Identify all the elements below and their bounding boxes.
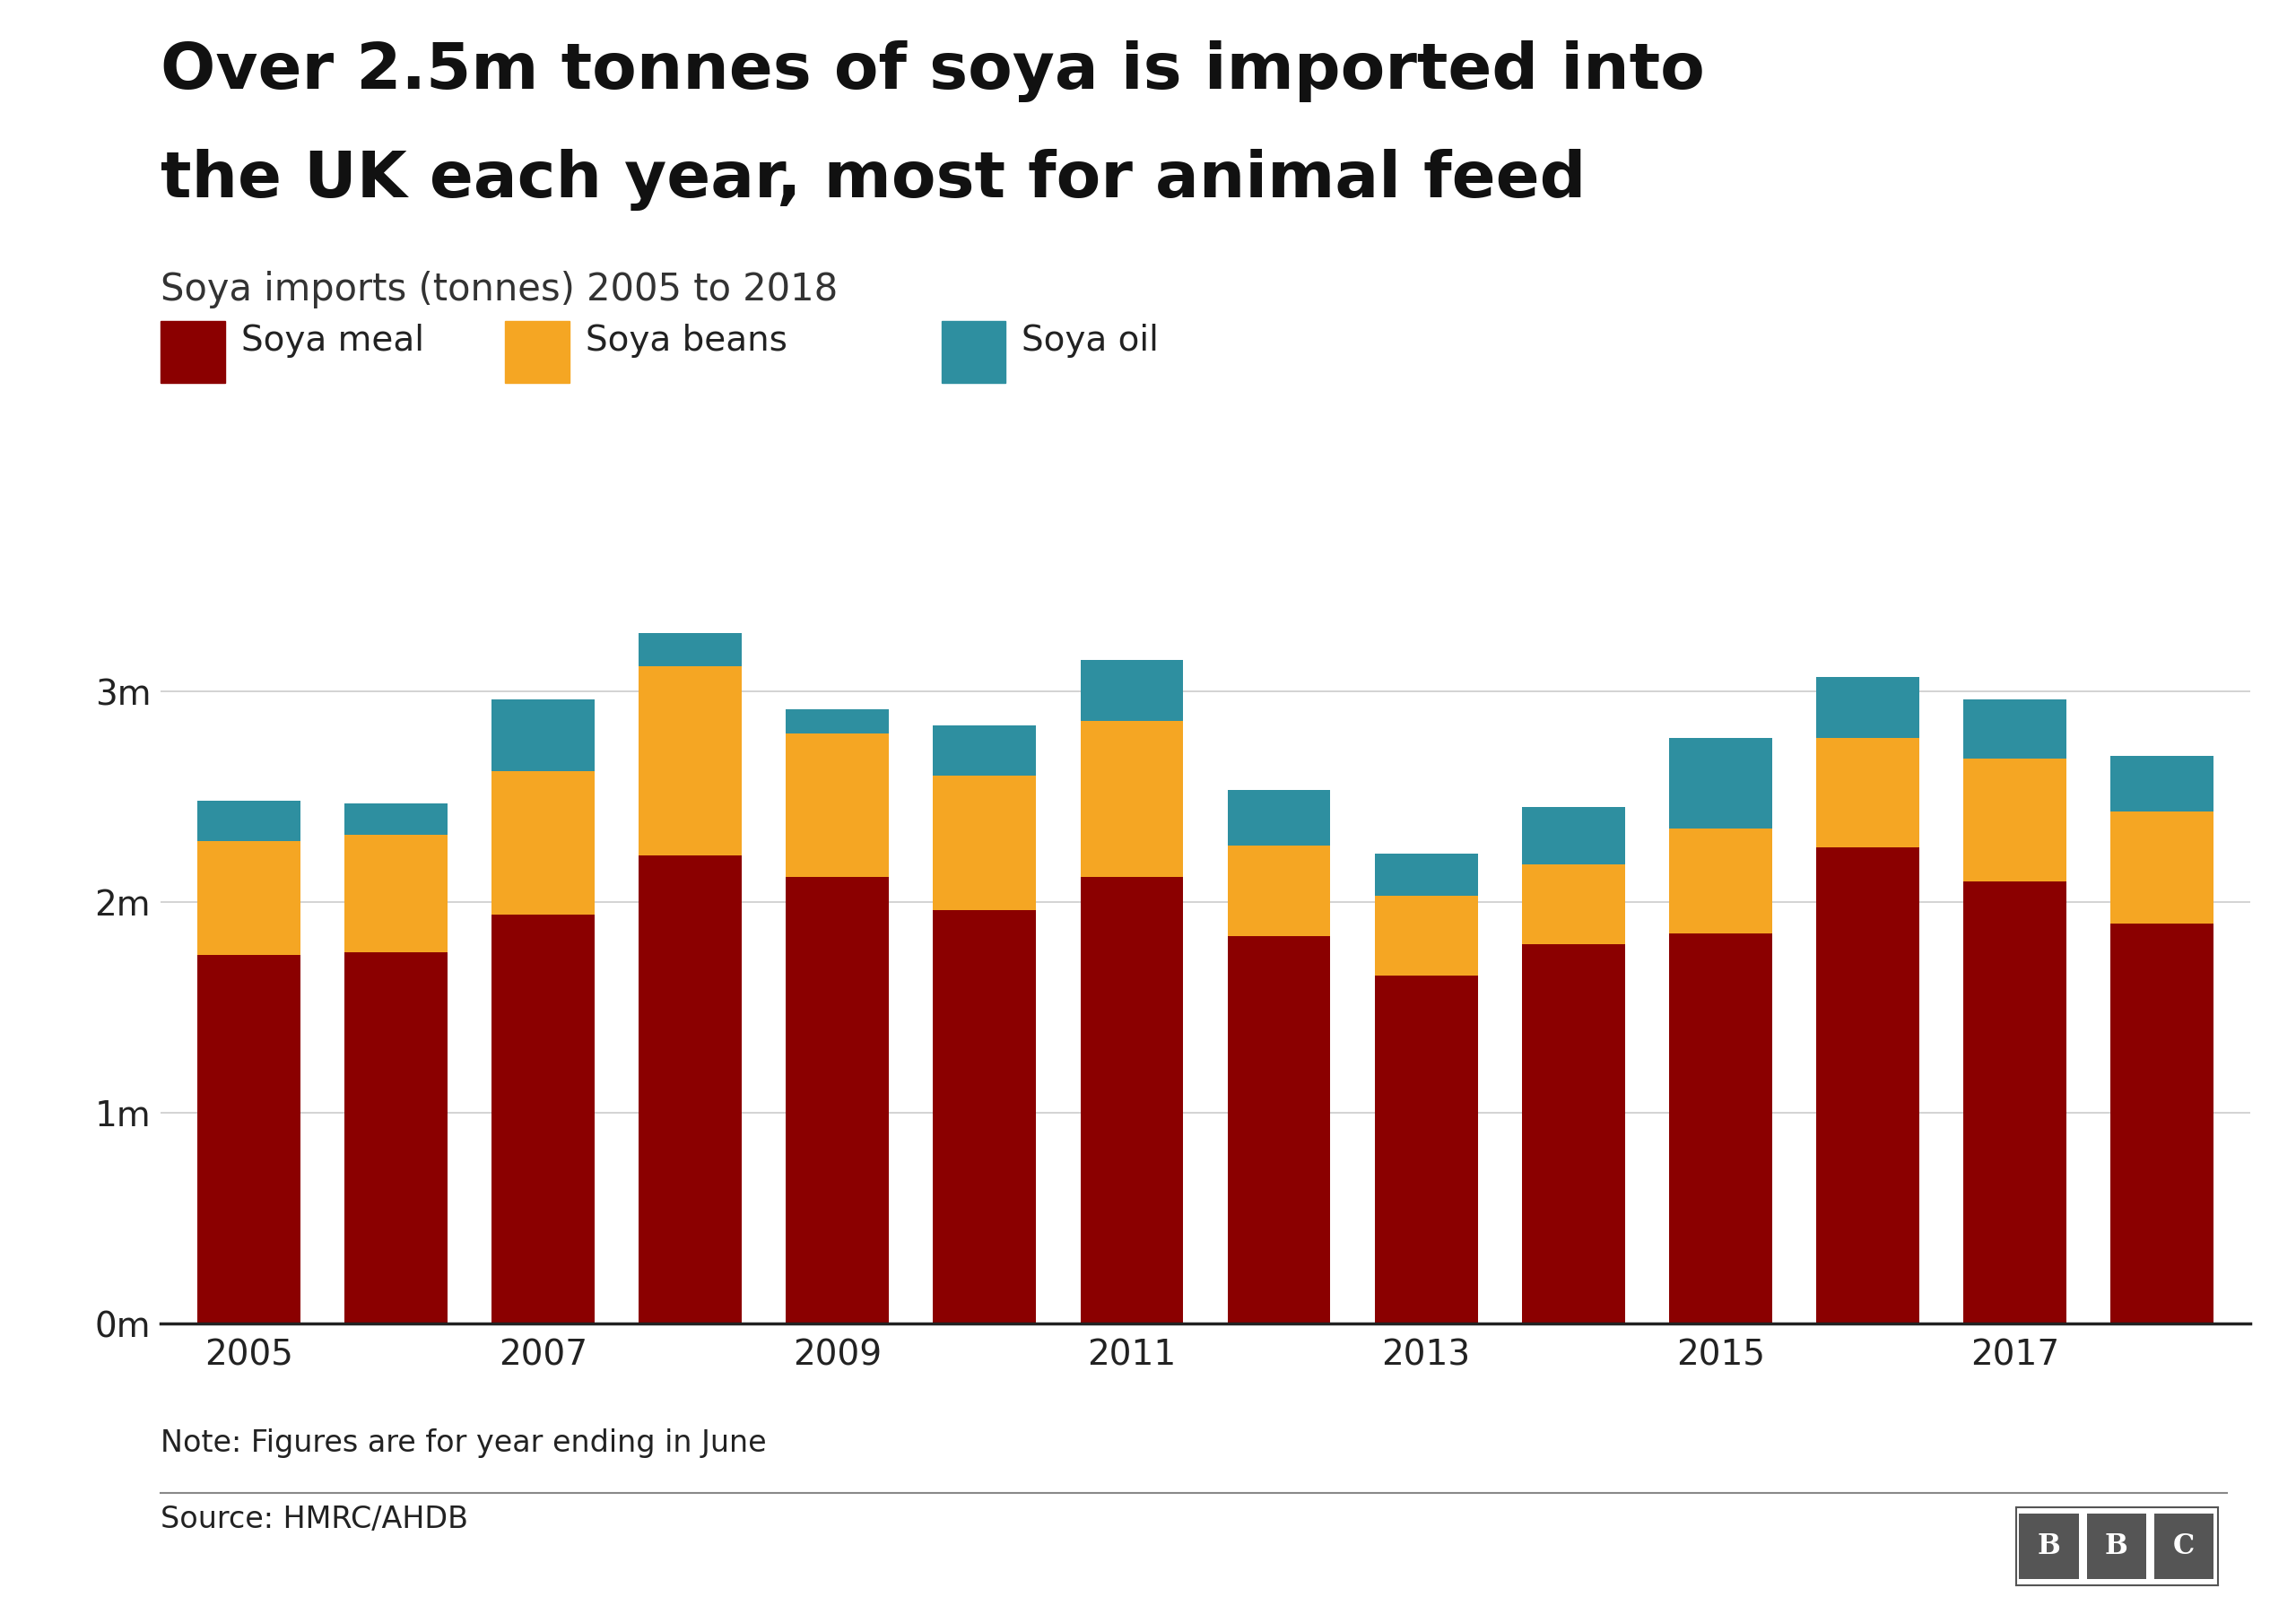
Bar xyxy=(785,733,889,876)
Bar xyxy=(2110,923,2213,1323)
Bar xyxy=(1963,881,2066,1323)
Text: Note: Figures are for year ending in June: Note: Figures are for year ending in Jun… xyxy=(161,1428,767,1457)
Bar xyxy=(491,771,595,915)
Text: B: B xyxy=(2105,1532,2128,1561)
Bar xyxy=(1963,759,2066,881)
Bar xyxy=(491,915,595,1323)
Text: B: B xyxy=(2037,1532,2060,1561)
Text: Over 2.5m tonnes of soya is imported into: Over 2.5m tonnes of soya is imported int… xyxy=(161,40,1706,102)
Bar xyxy=(1522,944,1626,1323)
Text: Soya beans: Soya beans xyxy=(585,323,788,358)
Bar xyxy=(1669,933,1773,1323)
Bar xyxy=(1081,876,1182,1323)
Bar xyxy=(932,725,1035,776)
Bar xyxy=(638,633,742,667)
Bar xyxy=(932,910,1035,1323)
Bar xyxy=(197,841,301,955)
FancyBboxPatch shape xyxy=(2087,1514,2147,1578)
Bar xyxy=(1228,936,1329,1323)
Bar xyxy=(344,804,448,834)
Bar xyxy=(1375,854,1479,896)
Bar xyxy=(785,876,889,1323)
Bar xyxy=(1081,721,1182,876)
Bar xyxy=(932,776,1035,910)
Text: Soya oil: Soya oil xyxy=(1022,323,1159,358)
Bar xyxy=(1816,847,1919,1323)
Text: Source: HMRC/AHDB: Source: HMRC/AHDB xyxy=(161,1504,468,1533)
Text: C: C xyxy=(2172,1532,2195,1561)
Text: Soya imports (tonnes) 2005 to 2018: Soya imports (tonnes) 2005 to 2018 xyxy=(161,271,838,308)
Bar xyxy=(638,855,742,1323)
Bar xyxy=(197,801,301,841)
Bar xyxy=(197,955,301,1323)
Bar xyxy=(1816,676,1919,738)
Bar xyxy=(1522,807,1626,863)
Bar xyxy=(1081,660,1182,721)
Bar xyxy=(1375,896,1479,976)
Bar xyxy=(344,952,448,1323)
Bar xyxy=(2110,755,2213,812)
Text: Soya meal: Soya meal xyxy=(241,323,425,358)
Bar xyxy=(1669,738,1773,828)
Bar xyxy=(785,709,889,733)
Bar xyxy=(344,834,448,952)
Bar xyxy=(638,667,742,855)
FancyBboxPatch shape xyxy=(2154,1514,2213,1578)
Bar xyxy=(1375,976,1479,1323)
Text: the UK each year, most for animal feed: the UK each year, most for animal feed xyxy=(161,148,1587,210)
Bar xyxy=(1228,846,1329,936)
Bar xyxy=(1963,700,2066,759)
Bar xyxy=(1669,828,1773,933)
Bar xyxy=(491,700,595,771)
Bar xyxy=(1522,863,1626,944)
Bar xyxy=(2110,812,2213,923)
Bar xyxy=(1228,791,1329,846)
FancyBboxPatch shape xyxy=(2018,1514,2078,1578)
Bar xyxy=(1816,738,1919,847)
